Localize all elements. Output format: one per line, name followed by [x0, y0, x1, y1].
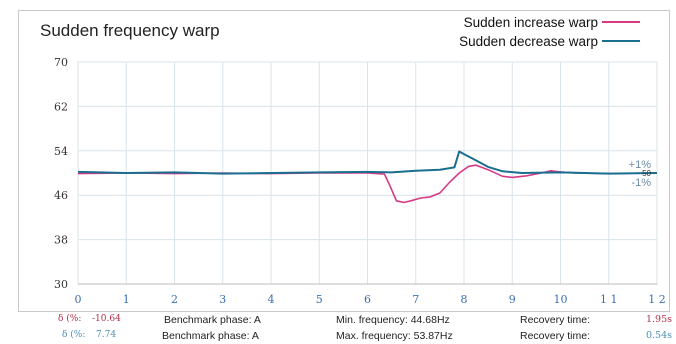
recovery-time-label: Recovery time: — [520, 330, 591, 342]
x-tick-label: 8 — [461, 293, 468, 306]
legend-increase-label: Sudden increase warp — [463, 14, 598, 30]
x-tick-label: 10 — [554, 293, 568, 306]
delta-label: δ (%: — [62, 330, 86, 340]
delta-value: 7.74 — [96, 330, 117, 340]
x-tick-label: 3 — [219, 293, 226, 306]
band-label-upper: +1% — [629, 159, 652, 171]
x-tick-label: 1 1 — [600, 293, 618, 306]
benchmark-phase: Benchmark phase: A — [162, 330, 259, 342]
x-tick-label: 6 — [364, 293, 371, 306]
recovery-time-value: 0.54s — [645, 330, 672, 341]
legend-increase-swatch — [602, 20, 640, 24]
recovery-time-label: Recovery time: — [520, 314, 591, 326]
x-tick-label: 4 — [268, 293, 275, 306]
x-tick-label: 1 2 — [648, 293, 666, 306]
benchmark-phase: Benchmark phase: A — [164, 314, 261, 326]
delta-value: -10.64 — [92, 314, 121, 324]
y-tick-label: 38 — [54, 234, 68, 247]
y-tick-label: 30 — [54, 278, 68, 291]
stats-row-decrease: δ (%: 7.74 Benchmark phase: A Max. frequ… — [0, 330, 676, 344]
x-tick-label: 0 — [75, 293, 82, 306]
chart-title: Sudden frequency warp — [40, 21, 220, 40]
band-label-lower: -1% — [631, 177, 651, 189]
band-label-center: 50 — [642, 169, 651, 178]
series-line-decrease — [77, 150, 658, 175]
min-frequency: Min. frequency: 44.68Hz — [336, 314, 450, 326]
delta-label: δ (%: — [58, 314, 82, 324]
legend-decrease-label: Sudden decrease warp — [459, 33, 598, 49]
x-tick-label: 9 — [509, 293, 516, 306]
x-tick-label: 1 — [123, 293, 130, 306]
legend-decrease-swatch — [602, 39, 640, 43]
y-tick-label: 70 — [54, 56, 68, 69]
x-tick-label: 5 — [316, 293, 323, 306]
legend-decrease: Sudden decrease warp — [459, 33, 640, 49]
y-tick-label: 62 — [54, 100, 68, 113]
y-tick-label: 46 — [54, 189, 68, 202]
recovery-time-value: 1.95s — [645, 314, 672, 325]
stats-row-increase: δ (%: -10.64 Benchmark phase: A Min. fre… — [0, 314, 676, 328]
max-frequency: Max. frequency: 53.87Hz — [336, 330, 453, 342]
legend-increase: Sudden increase warp — [464, 14, 640, 30]
x-tick-label: 2 — [171, 293, 178, 306]
y-tick-label: 54 — [54, 145, 68, 158]
x-tick-label: 7 — [412, 293, 419, 306]
